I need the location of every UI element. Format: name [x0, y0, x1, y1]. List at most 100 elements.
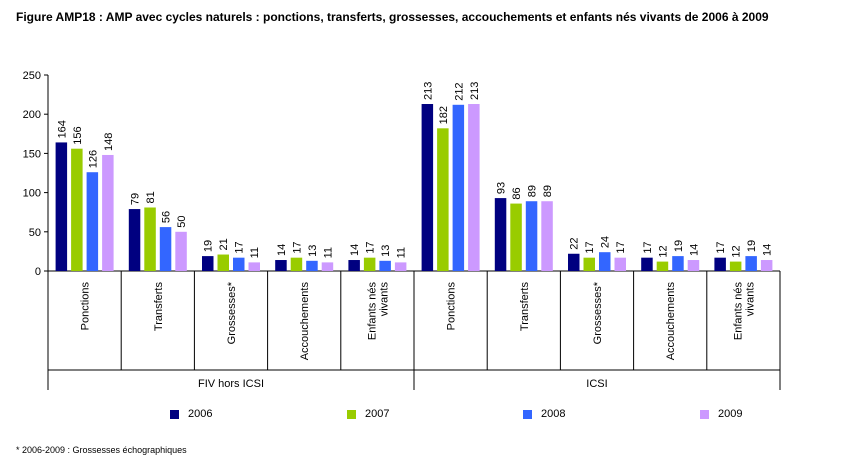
bar-value-label: 17	[234, 241, 246, 253]
bar-value-label: 17	[715, 241, 727, 253]
bar	[102, 154, 114, 271]
bar-value-label: 14	[349, 244, 361, 256]
bar	[568, 253, 580, 271]
bar	[233, 257, 245, 271]
category-label: Ponctions	[446, 282, 458, 331]
bar-value-label: 79	[130, 193, 142, 205]
bar	[468, 104, 480, 272]
bar	[541, 201, 553, 271]
bar-value-label: 12	[731, 245, 743, 257]
bar-value-label: 11	[396, 247, 408, 258]
bar-value-label: 213	[422, 82, 434, 100]
legend-item-2007: 2007	[347, 406, 389, 422]
category-label: Grossesses*	[592, 281, 604, 344]
legend-swatch-2006	[170, 409, 179, 419]
bar-value-label: 22	[569, 238, 581, 250]
bar-value-label: 17	[584, 241, 596, 253]
bar-value-label: 21	[218, 238, 230, 250]
bar-value-label: 89	[527, 185, 539, 197]
bar	[379, 260, 391, 271]
group-label: ICSI	[586, 378, 607, 390]
bar	[275, 260, 287, 271]
bar	[672, 256, 684, 271]
bar-value-label: 212	[453, 82, 465, 100]
bar	[363, 257, 376, 271]
legend-swatch-2007	[347, 409, 356, 419]
bar-value-label: 17	[365, 241, 377, 253]
y-tick-label: 250	[23, 70, 41, 82]
bar	[525, 201, 538, 271]
bar-value-label: 13	[380, 245, 392, 257]
bar	[394, 262, 407, 271]
bar-value-label: 12	[657, 245, 669, 257]
bar-value-label: 93	[496, 182, 508, 194]
bar	[583, 257, 595, 271]
group-label: FIV hors ICSI	[198, 378, 264, 390]
bar-value-label: 182	[438, 106, 450, 124]
bar	[348, 260, 360, 271]
category-label: Accouchements	[665, 282, 677, 361]
bar-value-label: 213	[469, 82, 481, 100]
bar	[55, 142, 68, 271]
bar	[321, 262, 334, 271]
bar	[641, 257, 653, 271]
bar	[202, 256, 214, 271]
bar	[421, 104, 434, 272]
bar	[144, 207, 156, 271]
footnote: * 2006-2009 : Grossesses échographiques	[16, 445, 187, 455]
bar	[248, 262, 260, 271]
bar-value-label: 56	[161, 211, 173, 223]
bar-value-label: 14	[762, 244, 774, 256]
bar	[159, 227, 172, 271]
bar	[437, 128, 449, 271]
bar	[745, 256, 757, 271]
bar-value-label: 126	[87, 150, 99, 168]
category-label: Transferts	[519, 282, 531, 332]
bar-value-label: 17	[291, 241, 303, 253]
bar-value-label: 89	[542, 185, 554, 197]
chart-title: Figure AMP18 : AMP avec cycles naturels …	[16, 10, 769, 24]
legend-swatch-2009	[700, 409, 709, 419]
bar	[86, 172, 99, 271]
y-tick-label: 50	[29, 227, 41, 239]
bar-value-label: 24	[600, 236, 612, 248]
bar-value-label: 17	[615, 241, 627, 253]
bar	[452, 104, 465, 272]
bar-value-label: 14	[688, 244, 700, 256]
legend-label-2006: 2006	[188, 408, 213, 420]
bar-value-label: 164	[56, 120, 68, 138]
legend-item-2006: 2006	[170, 406, 212, 422]
bar-value-label: 19	[203, 240, 215, 252]
bar-value-label: 50	[176, 216, 188, 228]
bar-value-label: 11	[249, 247, 261, 258]
category-label: Grossesses*	[226, 281, 238, 344]
bar-value-label: 19	[673, 240, 685, 252]
y-tick-label: 150	[23, 148, 41, 160]
category-label: Accouchements	[299, 282, 311, 361]
legend-label-2009: 2009	[718, 408, 743, 420]
bar	[306, 260, 318, 271]
legend-label-2008: 2008	[541, 408, 566, 420]
bar-value-label: 11	[322, 247, 334, 258]
bar	[760, 260, 773, 271]
bar-value-label: 86	[511, 187, 523, 199]
y-tick-label: 100	[23, 188, 41, 200]
bar	[290, 257, 303, 271]
bar-value-label: 17	[642, 241, 654, 253]
category-label: Ponctions	[80, 282, 92, 331]
bar	[128, 209, 141, 271]
bar	[729, 261, 742, 271]
category-label: Enfants nésvivants	[732, 282, 756, 341]
bar-value-label: 148	[103, 133, 115, 151]
bar	[510, 203, 522, 271]
bar-value-label: 156	[72, 126, 84, 144]
category-label: Transferts	[153, 282, 165, 332]
bar	[687, 260, 700, 271]
bar	[175, 231, 187, 271]
y-tick-label: 0	[35, 266, 41, 278]
bar	[656, 261, 669, 271]
bar	[614, 257, 626, 271]
legend-label-2007: 2007	[365, 408, 390, 420]
legend-item-2009: 2009	[700, 406, 742, 422]
